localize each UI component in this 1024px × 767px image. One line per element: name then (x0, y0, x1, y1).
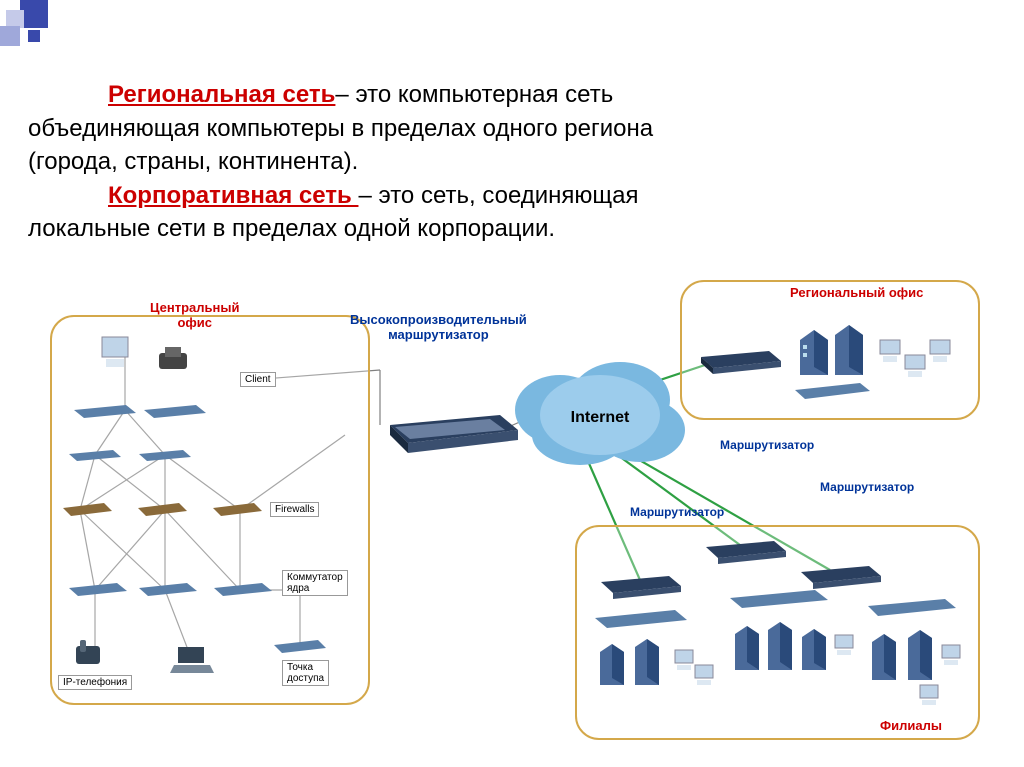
central-printer (155, 345, 195, 375)
label-core-switch: Коммутатор ядра (282, 570, 348, 596)
label-ip-telephony: IP-телефония (58, 675, 132, 690)
label-router-2: Маршрутизатор (630, 505, 724, 519)
router-branch-1-icon (595, 570, 685, 600)
title-regional-office: Региональный офис (790, 285, 923, 300)
label-router-1: Маршрутизатор (720, 438, 814, 452)
term-regional: Региональная сеть (108, 81, 335, 108)
central-core-c (210, 578, 275, 600)
central-phone (70, 640, 110, 670)
central-switch-r2a (65, 445, 125, 465)
router-regional-icon (695, 345, 785, 375)
internet-cloud: Internet (500, 350, 700, 470)
central-switch-r1b (140, 400, 210, 422)
central-laptop (170, 645, 215, 675)
central-ap (270, 635, 330, 657)
corner-decoration (0, 0, 60, 60)
router-branch-2-icon (700, 535, 790, 565)
hp-router-icon (380, 405, 520, 455)
central-pc-top (100, 335, 160, 380)
central-core-a (65, 578, 130, 600)
central-fw-c (210, 498, 265, 520)
regional-office-devices (790, 305, 970, 415)
central-switch-r2b (135, 445, 195, 465)
term-corporate: Корпоративная сеть (108, 182, 358, 209)
branch-cluster-3 (860, 590, 980, 720)
label-access-point: Точка доступа (282, 660, 329, 686)
label-client: Client (240, 372, 276, 387)
branch-cluster-2 (720, 580, 870, 710)
definitions-text: Региональная сеть– это компьютерная сеть… (28, 78, 984, 246)
network-diagram: Центральный офис Региональный офис Филиа… (40, 280, 980, 760)
central-fw-a (60, 498, 115, 520)
label-hp-router: Высокопроизводительный маршрутизатор (350, 312, 527, 342)
label-firewalls: Firewalls (270, 502, 319, 517)
label-router-3: Маршрутизатор (820, 480, 914, 494)
central-switch-r1a (70, 400, 140, 422)
title-branches: Филиалы (880, 718, 942, 733)
central-core-b (135, 578, 200, 600)
central-fw-b (135, 498, 190, 520)
branch-cluster-1 (585, 600, 725, 720)
svg-text:Internet: Internet (571, 409, 630, 426)
title-central-office: Центральный офис (150, 300, 239, 330)
